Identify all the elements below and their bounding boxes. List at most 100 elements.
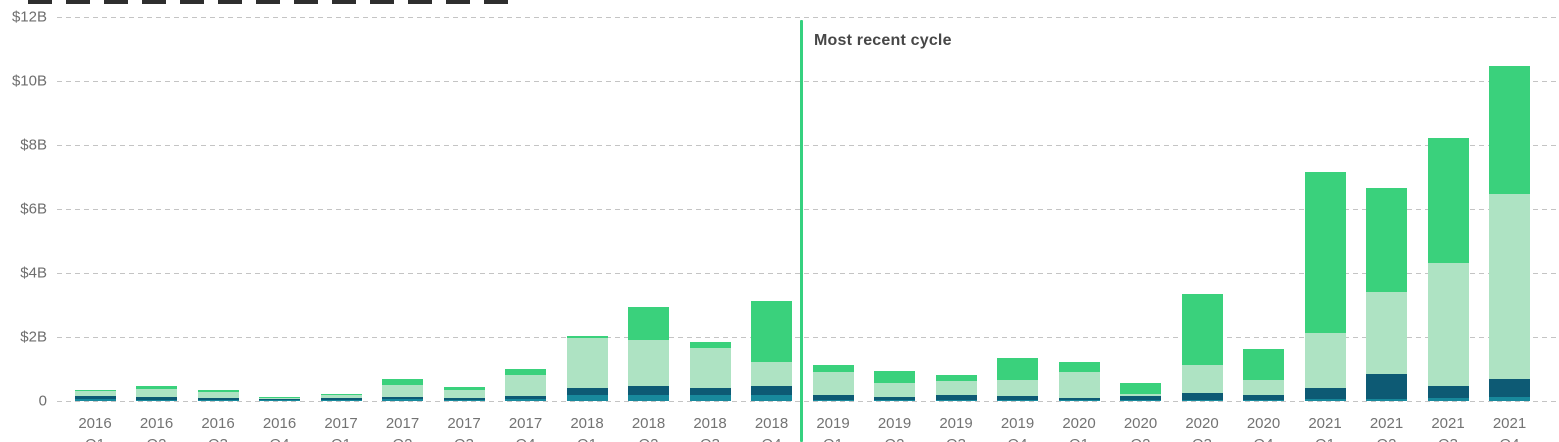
- bar-segment-navy: [1366, 373, 1407, 399]
- bar-segment-light-green: [505, 375, 546, 396]
- x-axis-year-label: 2020: [1123, 415, 1158, 432]
- bar-segment-green: [320, 394, 362, 396]
- y-axis-tick-label: $4B: [20, 264, 47, 282]
- stacked-bar-2019-q2: [874, 370, 915, 401]
- x-axis-quarter-label: Q2: [618, 436, 680, 442]
- bar-segment-green: [443, 386, 485, 391]
- bar-segment-navy: [259, 399, 300, 401]
- stacked-bar-2021-q1: [1304, 171, 1346, 401]
- x-axis-year-label: 2018: [570, 415, 604, 432]
- stacked-bar-2016-q4: [259, 397, 300, 401]
- bar-segment-green: [689, 341, 731, 348]
- stacked-bar-2018-q3: [689, 341, 731, 401]
- bar-segment-green: [874, 370, 915, 384]
- bar-segment-green: [136, 385, 177, 389]
- bar-segment-navy: [1427, 385, 1469, 399]
- bar-segment-green: [812, 364, 854, 372]
- stacked-bar-2019-q3: [935, 375, 977, 401]
- x-axis-year-label: 2021: [1369, 415, 1404, 432]
- bar-segment-teal: [197, 399, 239, 401]
- x-axis-year-label: 2021: [1431, 415, 1465, 432]
- bar-segment-teal: [689, 394, 731, 401]
- bar-segment-teal: [812, 400, 854, 401]
- y-axis-tick-label: $12B: [11, 8, 47, 26]
- bar-segment-teal: [1181, 400, 1223, 401]
- bar-segment-navy: [197, 397, 239, 400]
- bar-segment-navy: [935, 395, 977, 401]
- x-axis-quarter-label: Q3: [925, 436, 987, 442]
- bar-segment-navy: [1489, 378, 1530, 397]
- bar-segment-light-green: [1181, 365, 1223, 394]
- bar-segment-green: [1181, 294, 1223, 366]
- stacked-bar-2019-q1: [812, 364, 854, 401]
- stacked-bar-2016-q1: [74, 389, 116, 401]
- stacked-bar-2017-q2: [382, 378, 423, 401]
- bar-segment-navy: [1181, 393, 1223, 401]
- bar-segment-teal: [74, 399, 116, 401]
- bar-segment-teal: [382, 399, 423, 401]
- x-axis-quarter-label: Q1: [1048, 436, 1110, 442]
- bar-segment-green: [1489, 65, 1530, 194]
- bar-segment-green: [1427, 137, 1469, 264]
- x-axis-quarter-label: Q3: [1417, 436, 1479, 442]
- x-axis-quarter-label: Q1: [1294, 436, 1356, 442]
- stacked-bar-2016-q3: [197, 390, 239, 401]
- y-axis-tick-label: $8B: [20, 136, 47, 154]
- bar-segment-navy: [136, 397, 177, 400]
- bar-segment-green: [1366, 187, 1407, 292]
- x-axis-year-label: 2018: [631, 415, 666, 432]
- bar-segment-teal: [443, 399, 485, 401]
- bar-segment-light-green: [197, 392, 239, 398]
- bar-segment-teal: [997, 400, 1038, 401]
- bar-segment-green: [1304, 171, 1346, 333]
- stacked-bar-2017-q3: [443, 386, 485, 401]
- gridline: [57, 337, 1559, 338]
- x-axis-quarter-label: Q1: [556, 436, 618, 442]
- bar-segment-teal: [935, 400, 977, 401]
- gridline: [57, 273, 1559, 274]
- bar-segment-light-green: [443, 390, 485, 398]
- stacked-bar-2021-q2: [1366, 187, 1407, 401]
- bar-segment-light-green: [628, 339, 669, 386]
- bar-segment-light-green: [320, 395, 362, 399]
- recent-cycle-divider-line: [800, 20, 803, 442]
- y-axis-tick-label: $2B: [20, 328, 47, 346]
- bar-segment-light-green: [1058, 371, 1100, 398]
- bar-segment-teal: [751, 394, 792, 401]
- x-axis-quarter-label: Q4: [741, 436, 803, 442]
- x-axis-year-label: 2016: [139, 415, 174, 432]
- bar-segment-navy: [689, 387, 731, 395]
- stacked-bar-2020-q2: [1120, 383, 1161, 401]
- bar-segment-navy: [1304, 387, 1346, 399]
- bar-segment-teal: [1243, 400, 1284, 401]
- gridline: [57, 81, 1559, 82]
- bar-segment-teal: [320, 400, 362, 401]
- bar-segment-navy: [74, 396, 116, 400]
- bar-segment-navy: [443, 397, 485, 400]
- stacked-bar-2018-q4: [751, 301, 792, 401]
- bar-segment-teal: [1120, 400, 1161, 401]
- bar-segment-teal: [1427, 398, 1469, 401]
- x-axis-year-label: 2017: [385, 415, 420, 432]
- stacked-bar-2018-q1: [566, 336, 608, 401]
- x-axis-year-label: 2019: [1000, 415, 1035, 432]
- bar-segment-light-green: [136, 388, 177, 398]
- stacked-bar-2017-q4: [505, 369, 546, 401]
- bar-segment-navy: [320, 398, 362, 401]
- bar-segment-green: [1243, 348, 1284, 380]
- x-axis-year-label: 2016: [78, 415, 112, 432]
- recent-cycle-annotation: Most recent cycle: [814, 32, 952, 49]
- bar-segment-green: [1058, 362, 1100, 372]
- stacked-bar-2017-q1: [320, 394, 362, 401]
- bar-segment-light-green: [566, 337, 608, 388]
- bar-segment-light-green: [689, 347, 731, 388]
- y-axis-tick-label: $10B: [11, 72, 47, 90]
- bar-segment-green: [259, 397, 300, 398]
- bar-segment-green: [197, 390, 239, 393]
- x-axis-quarter-label: Q2: [126, 436, 188, 442]
- x-axis-quarter-label: Q2: [1110, 436, 1172, 442]
- x-axis-year-label: 2021: [1308, 415, 1342, 432]
- x-axis-year-label: 2017: [508, 415, 543, 432]
- bar-segment-teal: [566, 394, 608, 401]
- bar-segment-navy: [751, 385, 792, 395]
